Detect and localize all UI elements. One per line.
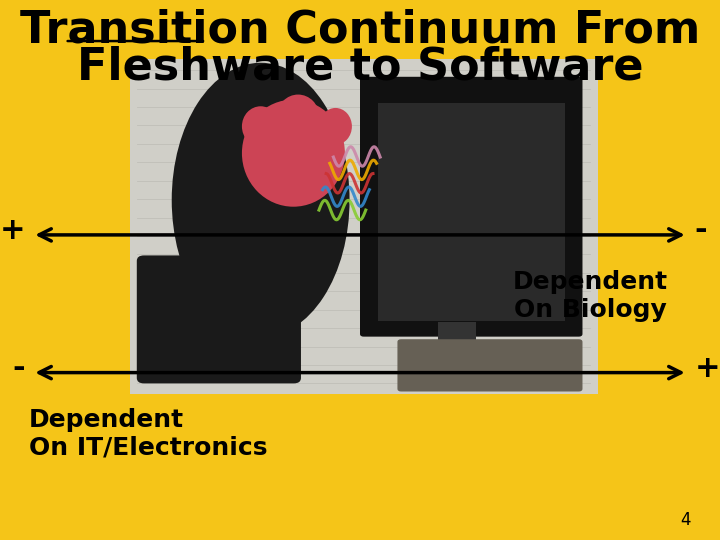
Ellipse shape <box>277 94 319 138</box>
Ellipse shape <box>242 106 279 146</box>
Ellipse shape <box>171 63 350 338</box>
FancyBboxPatch shape <box>360 77 582 336</box>
Text: Dependent
On IT/Electronics: Dependent On IT/Electronics <box>29 408 267 460</box>
Text: +: + <box>0 216 25 245</box>
Bar <box>130 59 598 394</box>
Ellipse shape <box>319 108 352 145</box>
Text: -: - <box>12 354 25 383</box>
FancyBboxPatch shape <box>397 339 582 392</box>
Text: Fleshware to Software: Fleshware to Software <box>77 46 643 89</box>
Text: +: + <box>695 354 720 383</box>
Text: 4: 4 <box>680 511 691 529</box>
Text: Transition Continuum From: Transition Continuum From <box>20 8 700 51</box>
Ellipse shape <box>242 99 345 207</box>
Text: -: - <box>695 216 708 245</box>
FancyBboxPatch shape <box>137 255 301 383</box>
Bar <box>438 322 476 389</box>
Text: Dependent
On Biology: Dependent On Biology <box>513 270 668 322</box>
FancyBboxPatch shape <box>377 103 565 321</box>
